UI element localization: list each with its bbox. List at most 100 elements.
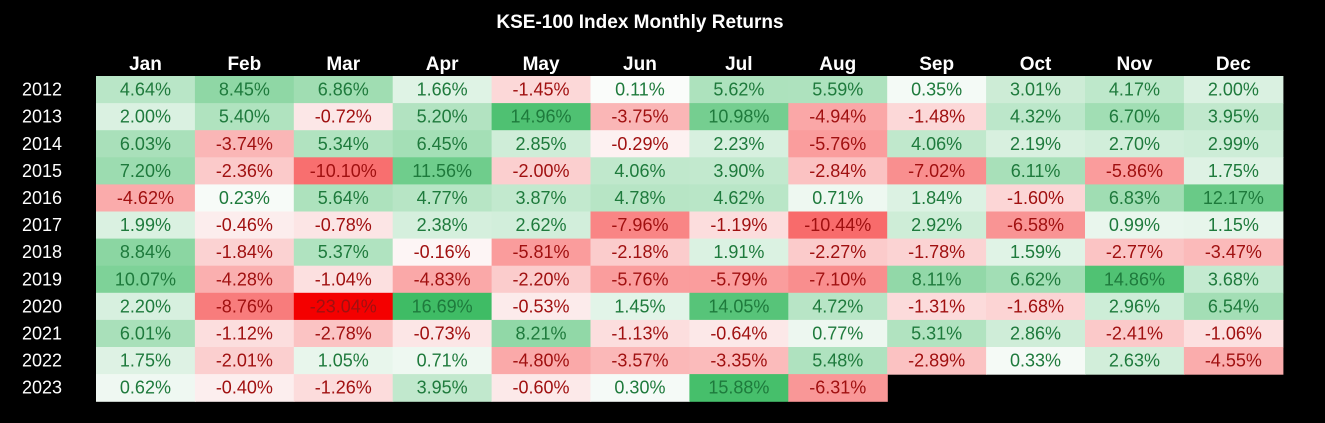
heatmap-cell-2021-jun: -1.13% xyxy=(590,319,690,348)
heatmap-cell-fill xyxy=(887,103,987,131)
heatmap-cell-label: 1.15% xyxy=(1208,215,1259,235)
heatmap-cell-2013-apr: 5.20% xyxy=(392,103,493,131)
heatmap-cell-fill xyxy=(986,76,1086,104)
heatmap-cell-2012-nov: 4.17% xyxy=(1085,76,1185,104)
heatmap-cell-2022-mar: 1.05% xyxy=(293,347,394,375)
column-label-may: May xyxy=(523,54,560,75)
heatmap-cell-2020-oct: -1.68% xyxy=(986,292,1086,321)
heatmap-cell-label: 4.06% xyxy=(614,161,665,181)
heatmap-cell-fill xyxy=(986,211,1086,240)
heatmap-cell-fill xyxy=(194,103,295,131)
row-label-2019: 2019 xyxy=(22,269,62,289)
heatmap-cell-2016-mar: 5.64% xyxy=(293,184,394,213)
heatmap-cell-fill xyxy=(491,157,592,185)
heatmap-cell-label: 4.62% xyxy=(713,188,764,208)
heatmap-cell-fill xyxy=(491,374,592,402)
heatmap-cell-label: -3.47% xyxy=(1205,242,1262,262)
heatmap-cell-label: 0.71% xyxy=(417,351,468,371)
heatmap-cell-label: 6.11% xyxy=(1011,161,1061,181)
heatmap-cell-fill xyxy=(96,157,196,185)
heatmap-cell-fill xyxy=(986,184,1086,213)
heatmap-cell-fill xyxy=(1085,157,1185,185)
column-label-jan: Jan xyxy=(129,54,162,75)
heatmap-cell-2021-sep: 5.31% xyxy=(887,319,987,348)
heatmap-cell-fill xyxy=(590,347,690,375)
heatmap-cell-fill xyxy=(1183,347,1284,375)
heatmap-cell-fill xyxy=(986,265,1086,294)
heatmap-cell-label: -0.16% xyxy=(414,242,471,262)
heatmap-cell-2021-jan: 6.01% xyxy=(96,319,196,348)
heatmap-cell-2015-may: -2.00% xyxy=(491,157,592,185)
heatmap-cell-label: -1.84% xyxy=(216,242,273,262)
heatmap-cell-fill xyxy=(1085,347,1185,375)
heatmap-cell-fill xyxy=(293,157,394,185)
heatmap-cell-2022-dec: -4.55% xyxy=(1183,347,1284,375)
heatmap-cell-label: -1.13% xyxy=(611,323,668,343)
heatmap-cell-label: 3.01% xyxy=(1010,80,1061,100)
heatmap-cell-fill xyxy=(491,319,592,348)
heatmap-cell-label: -1.78% xyxy=(908,242,965,262)
heatmap-cell-2020-jan: 2.20% xyxy=(96,292,196,321)
heatmap-cell-label: 5.48% xyxy=(812,351,863,371)
heatmap-cell-2015-dec: 1.75% xyxy=(1183,157,1284,185)
chart-title: KSE-100 Index Monthly Returns xyxy=(496,12,783,33)
heatmap-cell-fill xyxy=(788,374,888,402)
heatmap-cell-2018-may: -5.81% xyxy=(491,238,592,267)
heatmap-cell-2022-aug: 5.48% xyxy=(788,347,888,375)
heatmap-cell-2016-jan: -4.62% xyxy=(96,184,196,213)
heatmap-cell-label: -0.73% xyxy=(414,323,471,343)
heatmap-cell-fill xyxy=(887,130,987,158)
heatmap-cell-2017-sep: 2.92% xyxy=(887,211,987,240)
heatmap-cell-fill xyxy=(590,76,690,104)
heatmap-cell-fill xyxy=(590,211,690,240)
heatmap-cell-2016-oct: -1.60% xyxy=(986,184,1086,213)
column-label-apr: Apr xyxy=(426,54,459,75)
heatmap-cell-label: 8.11% xyxy=(912,269,962,289)
heatmap-cell-label: 0.77% xyxy=(812,323,863,343)
heatmap-cell-label: -1.04% xyxy=(315,269,372,289)
heatmap-cell-2023-aug: -6.31% xyxy=(788,374,888,402)
heatmap-cell-label: 2.62% xyxy=(516,215,567,235)
heatmap-cell-fill xyxy=(788,238,888,267)
heatmap-cell-label: 14.96% xyxy=(511,107,572,127)
heatmap-cell-fill xyxy=(1183,211,1284,240)
heatmap-cell-fill xyxy=(689,238,789,267)
heatmap-cell-2017-nov: 0.99% xyxy=(1085,211,1185,240)
heatmap-cell-label: -2.36% xyxy=(216,161,273,181)
heatmap-cell-label: -4.28% xyxy=(216,269,273,289)
heatmap-cell-label: -6.31% xyxy=(809,378,866,398)
heatmap-cell-label: -5.86% xyxy=(1106,161,1163,181)
heatmap-cell-fill xyxy=(590,130,690,158)
heatmap-cell-fill xyxy=(689,265,789,294)
heatmap-cell-2019-dec: 3.68% xyxy=(1183,265,1284,294)
heatmap-cell-2019-aug: -7.10% xyxy=(788,265,888,294)
heatmap-cell-2019-oct: 6.62% xyxy=(986,265,1086,294)
heatmap-cell-label: 2.99% xyxy=(1208,134,1259,154)
heatmap-cell-fill xyxy=(986,347,1086,375)
heatmap-cell-fill xyxy=(194,157,295,185)
heatmap-cell-2016-apr: 4.77% xyxy=(392,184,493,213)
heatmap-cell-fill xyxy=(491,292,592,321)
heatmap-cell-label: -1.06% xyxy=(1205,323,1262,343)
heatmap-cell-fill xyxy=(392,292,493,321)
heatmap-cell-fill xyxy=(392,184,493,213)
heatmap-cell-2013-dec: 3.95% xyxy=(1183,103,1284,131)
heatmap-cell-label: 7.20% xyxy=(120,161,171,181)
heatmap-cell-fill xyxy=(96,103,196,131)
heatmap-cell-2017-jan: 1.99% xyxy=(96,211,196,240)
heatmap-cell-label: 0.62% xyxy=(120,378,171,398)
heatmap-cell-2019-nov: 14.86% xyxy=(1085,265,1185,294)
heatmap-cell-2019-sep: 8.11% xyxy=(887,265,987,294)
heatmap-cell-2017-mar: -0.78% xyxy=(293,211,394,240)
heatmap-cell-2013-aug: -4.94% xyxy=(788,103,888,131)
heatmap-cell-fill xyxy=(392,157,493,185)
column-label-nov: Nov xyxy=(1116,54,1152,75)
heatmap-cell-2021-nov: -2.41% xyxy=(1085,319,1185,348)
heatmap-cell-fill xyxy=(689,76,789,104)
heatmap-cell-fill xyxy=(887,238,987,267)
heatmap-cell-fill xyxy=(887,211,987,240)
heatmap-cell-fill xyxy=(194,319,295,348)
heatmap-cell-label: 0.99% xyxy=(1109,215,1160,235)
heatmap-cell-fill xyxy=(392,347,493,375)
heatmap-cell-fill xyxy=(689,347,789,375)
